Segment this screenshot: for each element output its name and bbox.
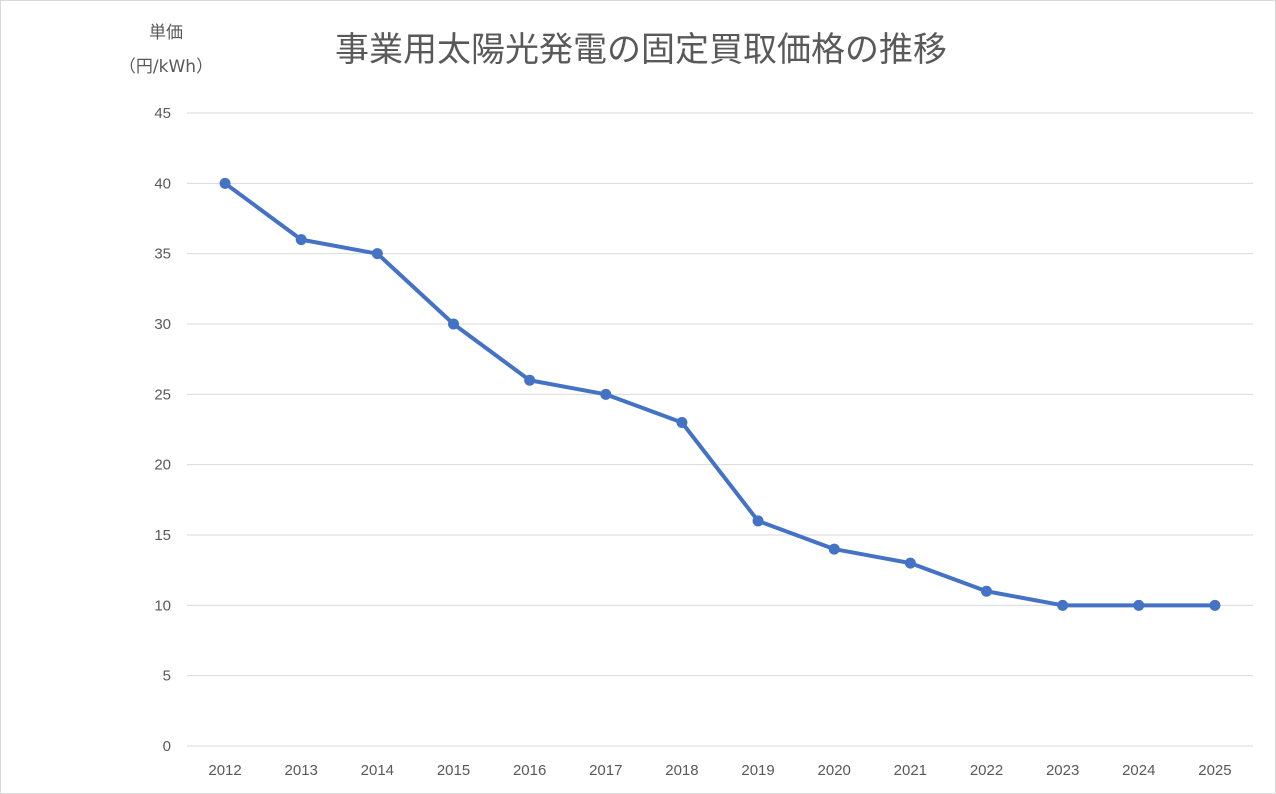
x-tick-label: 2023 <box>1046 762 1079 779</box>
x-tick-label: 2020 <box>818 762 851 779</box>
y-tick-label: 0 <box>163 738 171 755</box>
data-point <box>295 234 307 246</box>
y-tick-label: 40 <box>154 175 171 192</box>
x-tick-label: 2021 <box>894 762 927 779</box>
y-tick-label: 30 <box>154 316 171 333</box>
gridlines <box>187 112 1253 747</box>
x-tick-label: 2014 <box>361 762 394 779</box>
data-point <box>219 177 231 189</box>
y-tick-label: 5 <box>163 668 171 685</box>
data-point <box>371 248 383 260</box>
x-tick-label: 2024 <box>1122 762 1155 779</box>
data-point <box>448 318 459 330</box>
x-tick-label: 2012 <box>208 762 241 779</box>
y-tick-label: 45 <box>154 105 171 122</box>
y-axis-ticks: 0 5 10 15 20 25 30 35 40 45 <box>154 105 171 755</box>
data-point <box>1057 599 1069 611</box>
x-tick-label: 2018 <box>665 762 698 779</box>
y-axis-label-line2: （円/kWh） <box>119 57 213 77</box>
series-layer <box>219 177 1221 611</box>
x-tick-label: 2013 <box>285 762 318 779</box>
data-point <box>752 515 764 527</box>
x-tick-label: 2017 <box>589 762 622 779</box>
data-point <box>524 374 536 386</box>
y-tick-label: 25 <box>154 386 171 403</box>
x-tick-label: 2019 <box>741 762 774 779</box>
x-tick-label: 2015 <box>437 762 470 779</box>
data-point <box>981 585 992 597</box>
data-point <box>1209 599 1221 611</box>
data-point <box>1133 599 1145 611</box>
data-point <box>676 416 688 428</box>
chart-title: 事業用太陽光発電の固定買取価格の推移 <box>335 30 947 70</box>
x-tick-label: 2016 <box>513 762 546 779</box>
y-tick-label: 10 <box>154 597 171 614</box>
y-tick-label: 20 <box>154 457 171 474</box>
data-point <box>828 543 840 555</box>
data-point <box>600 388 612 400</box>
y-tick-label: 15 <box>154 527 171 544</box>
x-axis-ticks: 2012 2013 2014 2015 2016 2017 2018 2019 2020 2021… <box>208 762 1231 779</box>
x-tick-label: 2022 <box>970 762 1003 779</box>
data-point <box>904 557 916 569</box>
series-line <box>223 181 1217 608</box>
x-tick-label: 2025 <box>1198 762 1231 779</box>
y-tick-label: 35 <box>154 246 171 263</box>
y-axis-label-line1: 単価 <box>149 23 183 43</box>
